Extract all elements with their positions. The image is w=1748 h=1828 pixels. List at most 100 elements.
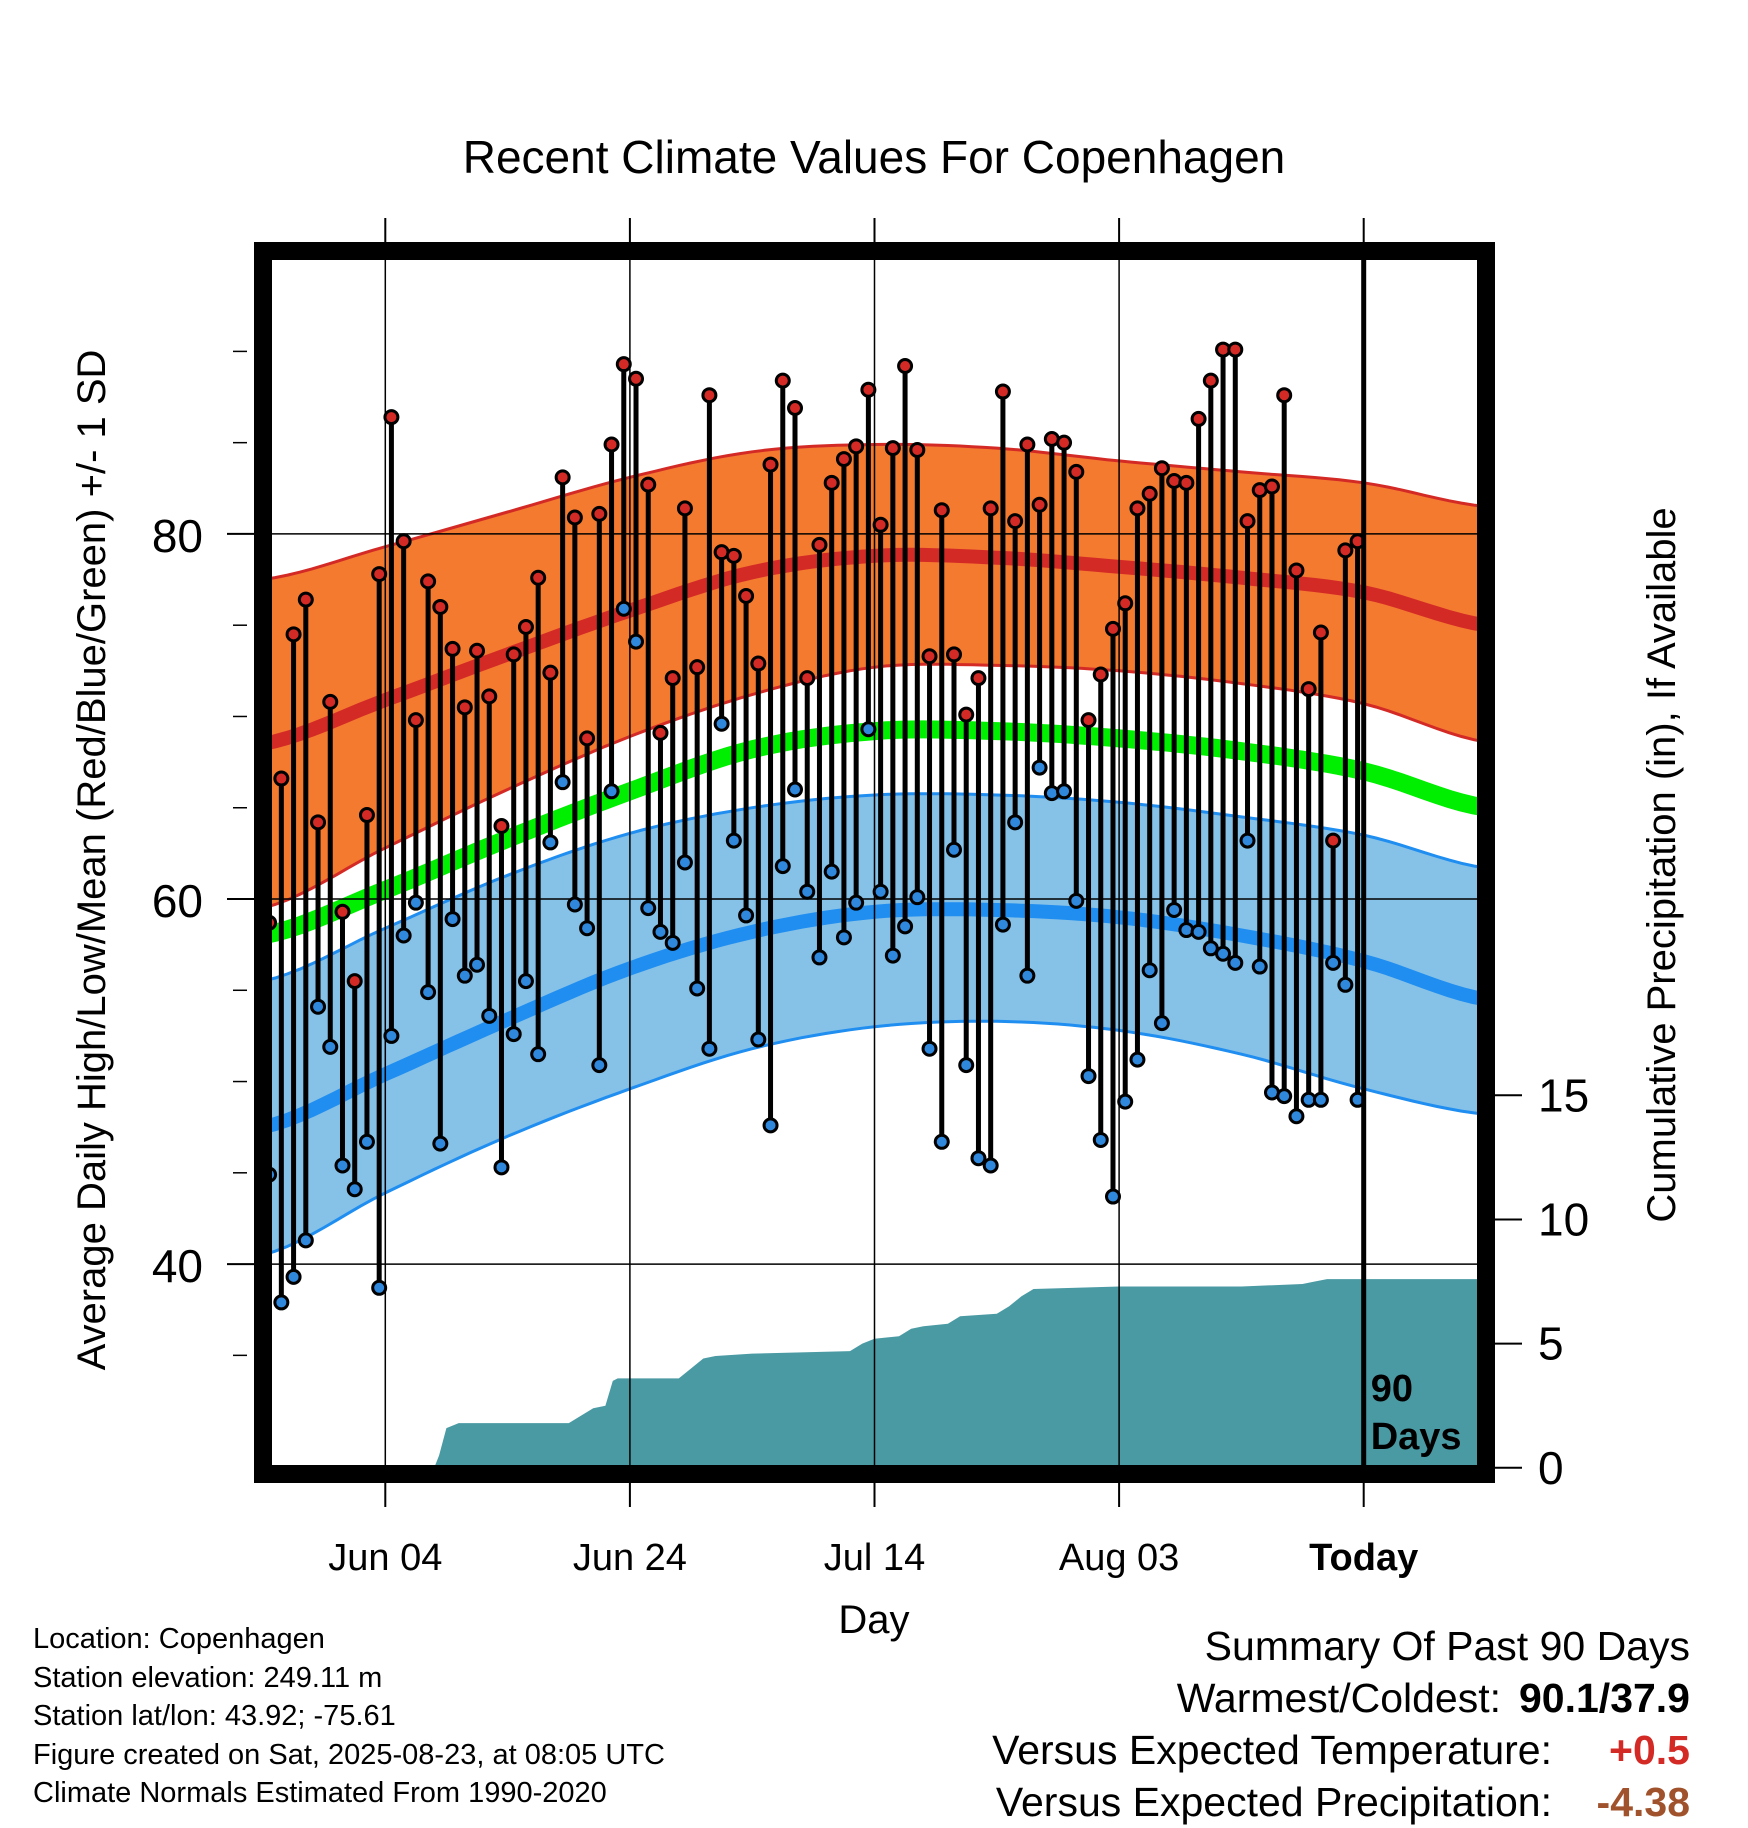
daily-high-point — [432, 598, 449, 615]
daily-high-point — [762, 456, 779, 473]
daily-high-point — [970, 670, 987, 687]
daily-high-point — [456, 699, 473, 716]
daily-low-point — [1129, 1051, 1146, 1068]
daily-low-point — [774, 858, 791, 875]
daily-low-point — [1092, 1131, 1109, 1148]
daily-low-point — [640, 900, 657, 917]
daily-low-point — [603, 783, 620, 800]
normals-period-text: Climate Normals Estimated From 1990-2020 — [33, 1777, 607, 1809]
daily-low-point — [591, 1057, 608, 1074]
daily-low-point — [1190, 923, 1207, 940]
daily-low-point — [787, 781, 804, 798]
daily-high-point — [1325, 832, 1342, 849]
daily-high-point — [1239, 513, 1256, 530]
daily-low-point — [664, 934, 681, 951]
daily-low-point — [1312, 1091, 1329, 1108]
daily-high-point — [860, 381, 877, 398]
plot-area: 90 Days — [263, 251, 1486, 1474]
daily-high-point — [566, 509, 583, 526]
y-axis-label: Average Daily High/Low/Mean (Red/Blue/Gr… — [70, 350, 114, 1371]
daily-high-point — [799, 670, 816, 687]
daily-high-point — [774, 372, 791, 389]
precip-departure-row: Versus Expected Precipitation: -4.38 — [992, 1776, 1690, 1828]
daily-high-point — [383, 409, 400, 426]
daily-low-point — [738, 907, 755, 924]
daily-low-point — [1288, 1108, 1305, 1125]
plot-content — [263, 251, 1486, 1474]
daily-high-point — [628, 370, 645, 387]
daily-low-point — [1325, 954, 1342, 971]
daily-low-point — [1239, 832, 1256, 849]
daily-high-point — [1141, 485, 1158, 502]
daily-high-point — [358, 807, 375, 824]
daily-high-point — [701, 387, 718, 404]
daily-high-point — [615, 356, 632, 373]
daily-low-point — [628, 633, 645, 650]
daily-low-point — [994, 916, 1011, 933]
daily-high-point — [884, 440, 901, 457]
daily-high-point — [1080, 712, 1097, 729]
daily-high-point — [1337, 542, 1354, 559]
daily-high-point — [285, 626, 302, 643]
daily-low-point — [884, 947, 901, 964]
y-tick-label: 80 — [152, 510, 203, 562]
daily-low-point — [297, 1232, 314, 1249]
daily-low-point — [1007, 814, 1024, 831]
daily-low-point — [762, 1117, 779, 1134]
daily-low-point — [1153, 1015, 1170, 1032]
daily-low-point — [1117, 1093, 1134, 1110]
daily-high-point — [1178, 474, 1195, 491]
daily-low-point — [566, 896, 583, 913]
daily-high-point — [1312, 624, 1329, 641]
daily-low-point — [285, 1268, 302, 1285]
daily-high-point — [1056, 434, 1073, 451]
daily-high-point — [273, 770, 290, 787]
daily-low-point — [505, 1026, 522, 1043]
y-tick-label: 40 — [152, 1240, 203, 1292]
daily-high-point — [909, 441, 926, 458]
daily-high-point — [1019, 436, 1036, 453]
location-text: Location: Copenhagen — [33, 1623, 325, 1655]
daily-low-point — [395, 927, 412, 944]
daily-high-point — [933, 502, 950, 519]
precip-departure-value: -4.38 — [1596, 1779, 1690, 1825]
axes: 40 60 80 0 5 10 15 Jun 04 Jun 24 Jul 14 Aug 03 Toda… — [152, 218, 1589, 1579]
daily-low-point — [933, 1133, 950, 1150]
daily-low-point — [750, 1031, 767, 1048]
daily-low-point — [310, 998, 327, 1015]
daily-low-point — [921, 1040, 938, 1057]
y-tick-label: 60 — [152, 875, 203, 927]
warm-cold-value: 90.1/37.9 — [1519, 1675, 1690, 1721]
daily-high-point — [945, 646, 962, 663]
daily-low-point — [1056, 783, 1073, 800]
daily-low-point — [1141, 962, 1158, 979]
daily-high-point — [493, 817, 510, 834]
daily-high-point — [1263, 478, 1280, 495]
x-tick-label: Jul 14 — [824, 1537, 925, 1579]
daily-high-point — [505, 646, 522, 663]
high-sd-band — [263, 444, 1486, 909]
warm-cold-row: Warmest/Coldest: 90.1/37.9 — [992, 1672, 1690, 1724]
x-axis-label: Day — [838, 1598, 909, 1642]
daily-high-point — [1007, 513, 1024, 530]
daily-low-point — [1068, 892, 1085, 909]
daily-low-point — [371, 1279, 388, 1296]
daily-high-point — [1092, 666, 1109, 683]
daily-low-point — [811, 949, 828, 966]
summary-panel: Summary Of Past 90 Days Warmest/Coldest:… — [992, 1620, 1690, 1828]
daily-low-point — [1080, 1068, 1097, 1085]
daily-high-point — [664, 670, 681, 687]
daily-low-point — [1251, 958, 1268, 975]
daily-high-point — [420, 573, 437, 590]
daily-high-point — [994, 383, 1011, 400]
daily-low-point — [676, 854, 693, 871]
daily-high-point — [346, 973, 363, 990]
daily-low-point — [701, 1040, 718, 1057]
daily-high-point — [1288, 562, 1305, 579]
daily-low-point — [383, 1027, 400, 1044]
daily-low-point — [945, 841, 962, 858]
daily-high-point — [407, 712, 424, 729]
daily-low-point — [958, 1057, 975, 1074]
station-info: Location: Copenhagen Station elevation: … — [33, 1620, 665, 1813]
